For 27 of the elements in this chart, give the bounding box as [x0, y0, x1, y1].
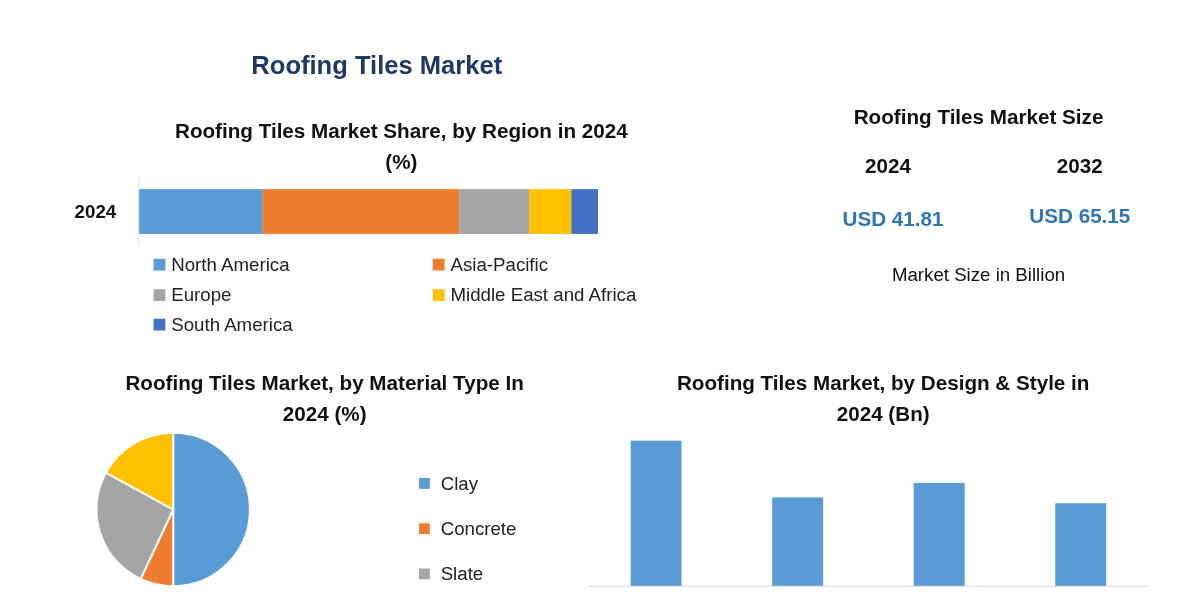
legend-label: Clay [440, 472, 479, 494]
legend-label: Middle East and Africa [450, 284, 637, 306]
legend-label: Europe [171, 284, 232, 306]
legend-label: North America [171, 253, 291, 275]
bar [138, 189, 263, 234]
bar [630, 440, 682, 587]
chart-title: Roofing Tiles Market Share, by Region in 2024 (%) [174, 118, 629, 173]
legend-label: South America [171, 313, 294, 335]
text: Roofing Tiles Market [251, 50, 503, 79]
text: 2024 [865, 154, 912, 178]
bar [459, 189, 530, 234]
legend-label: Concrete [440, 518, 517, 540]
bar [1055, 503, 1107, 587]
text: Roofing Tiles Market Size [853, 105, 1104, 129]
bar [913, 482, 965, 587]
text: 2032 [1056, 154, 1103, 178]
chart-title: Roofing Tiles Market, by Design & Style in 2024 (Bn) [676, 370, 1090, 425]
bar [571, 189, 598, 234]
text: USD 65.15 [1029, 204, 1131, 228]
legend-label: Slate [440, 563, 484, 585]
bar [529, 189, 572, 234]
chart-title: Roofing Tiles Market, by Material Type In 2024 (%) [125, 370, 524, 425]
bar [262, 189, 460, 234]
text: Market Size in Billion [891, 264, 1066, 286]
legend-label: Asia-Pacific [450, 253, 549, 275]
text: USD 41.81 [842, 207, 944, 231]
bar [772, 497, 824, 587]
